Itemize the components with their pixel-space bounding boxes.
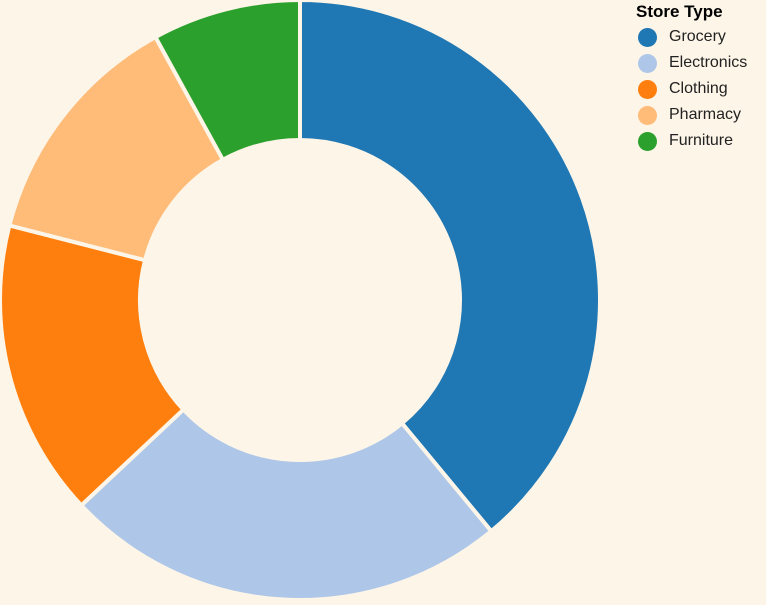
legend-swatch <box>638 79 657 99</box>
slice-furniture[interactable] <box>153 0 302 162</box>
legend-swatch <box>638 27 657 47</box>
legend-swatch <box>638 131 657 151</box>
slice-clothing[interactable] <box>0 223 186 508</box>
legend-title: Store Type <box>636 2 723 21</box>
legend-label: Furniture <box>669 132 734 149</box>
legend-swatch <box>638 105 657 125</box>
legend-label: Electronics <box>669 54 748 71</box>
legend-item-grocery[interactable]: Grocery <box>636 24 766 50</box>
legend-item-electronics[interactable]: Electronics <box>636 50 766 76</box>
legend: Store Type Grocery Electronics Clothing Pha… <box>636 0 766 154</box>
slice-electronics[interactable] <box>79 407 494 602</box>
legend-items: Grocery Electronics Clothing Pharmacy Furnit… <box>636 24 766 154</box>
legend-item-pharmacy[interactable]: Pharmacy <box>636 102 766 128</box>
slice-grocery[interactable] <box>298 0 602 534</box>
legend-swatch <box>638 53 657 73</box>
legend-item-furniture[interactable]: Furniture <box>636 128 766 154</box>
legend-label: Pharmacy <box>669 106 742 123</box>
legend-item-clothing[interactable]: Clothing <box>636 76 766 102</box>
legend-label: Grocery <box>669 28 726 45</box>
legend-label: Clothing <box>669 80 728 97</box>
